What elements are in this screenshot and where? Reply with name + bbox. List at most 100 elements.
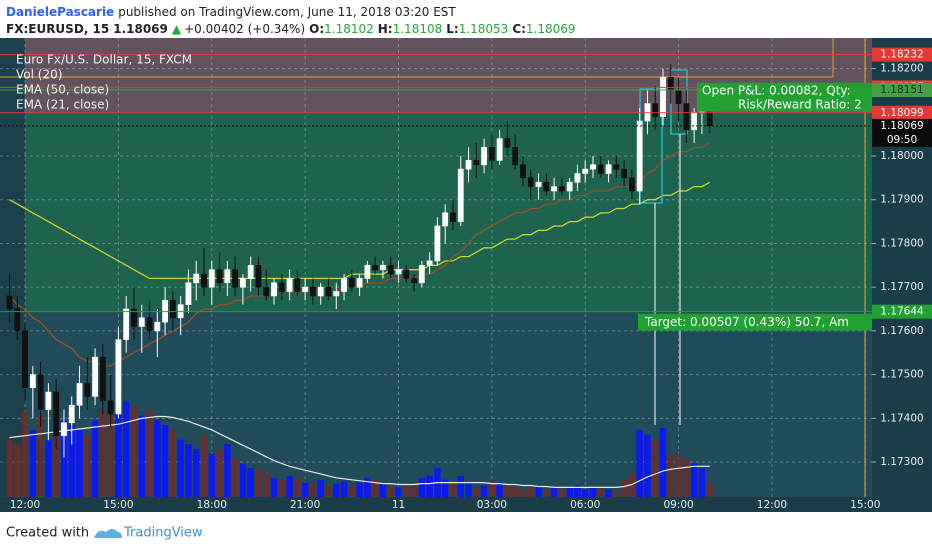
volume-bar [60,420,68,497]
volume-bar [247,468,254,497]
candles [6,64,713,458]
volume-bar [636,429,643,497]
candle-body [232,269,239,288]
candle-body [520,164,526,179]
y-tick-label: 1.18000 [880,150,923,162]
volume-bar [325,485,332,497]
candle-body [636,120,643,192]
candle-body [465,160,472,170]
candle-body [22,330,28,389]
volume-bar [698,468,706,497]
volume-bar [465,483,472,497]
candle-body [372,265,379,270]
candle-body [683,103,690,131]
candle-body [621,168,628,179]
volume-bar [224,444,231,497]
candle-body [628,177,635,192]
author[interactable]: DanielePascarie [6,5,114,19]
footer-created: Created with [6,526,89,541]
stop-line-box [872,47,932,62]
volume-bar [690,463,698,497]
volume-bar [138,415,145,497]
x-tick-label: 15:00 [103,499,133,511]
y-tick-label: 1.17400 [880,412,923,424]
x-tick-label: 12:00 [10,499,40,511]
time-axis-bg [0,497,872,512]
candle-body [247,265,254,279]
candle-body [146,317,153,332]
candle-body [53,391,60,437]
volume-bar [91,420,99,497]
candle-body [691,112,698,131]
candle-body [543,181,550,192]
candle-body [512,146,519,166]
volume-bar [115,391,122,497]
candle-body [582,168,589,174]
volume-bar [543,489,550,497]
candle-body [294,278,301,292]
volume-bar [348,485,356,497]
volume-bar [146,410,153,497]
target-box [638,313,872,331]
volume-bar [301,482,309,497]
o-label: O: [309,22,324,36]
candle-body [45,391,52,410]
candle-body [380,265,386,270]
last-price: 1.18069 [113,22,168,36]
y-tick-label: 1.17800 [880,237,923,249]
candle-body [115,339,122,415]
volume-bar [309,482,317,497]
volume-bar [255,468,262,497]
volume-bar [52,405,60,497]
volume-bar [371,479,379,497]
candle-body [590,164,596,170]
legend-ema: EMA (21, close) [16,98,109,112]
candle-body [76,383,83,406]
candle-body [558,186,565,192]
candle-body [255,265,262,288]
volume-bar [169,429,177,497]
x-tick-label: 18:00 [197,499,227,511]
candle-body [613,164,620,170]
footer-brand[interactable]: TradingView [123,526,203,541]
legend-volume: Vol (20) [16,68,62,82]
candle-body [450,212,456,222]
pnl-text: Open P&L: 0.00082, Qty: [702,83,851,97]
candle-body [84,383,91,397]
volume-bar [613,491,620,497]
candle-body [224,269,231,284]
candle-body [566,181,573,192]
volume-bar [574,485,581,497]
candle-body [131,308,137,327]
volume-bar [550,487,558,497]
volume-bar [480,485,488,497]
header-bg [0,0,932,38]
volume-bar [441,479,449,497]
x-tick-label: 15:00 [850,499,880,511]
labels: 1.182321.181571.181511.180991.176441.180… [0,47,932,331]
volume-bar [68,425,75,497]
candle-body [154,321,161,332]
candle-body [395,269,402,275]
grid: 1.18200 1.18000 1.17900 1.17800 1.17700 1.176… [0,38,924,511]
volume-bar [294,477,301,497]
last-price-box [872,118,932,147]
candle-body [286,278,293,292]
volume-bar [317,479,324,497]
volume-bar [45,439,52,497]
candle-body [434,225,441,262]
candle-body [208,269,215,288]
candle-body [597,164,604,174]
left-shade [0,38,26,497]
volume-bar [239,463,247,497]
l-label: L: [446,22,458,36]
pnl-box [697,82,872,112]
volume-bar [333,483,340,497]
volume-bar [21,410,29,497]
target-line-label: 1.17644 [880,306,924,318]
candle-body [240,278,246,288]
candle-body [278,282,285,292]
candle-body [605,164,612,174]
candle-body [138,317,145,327]
